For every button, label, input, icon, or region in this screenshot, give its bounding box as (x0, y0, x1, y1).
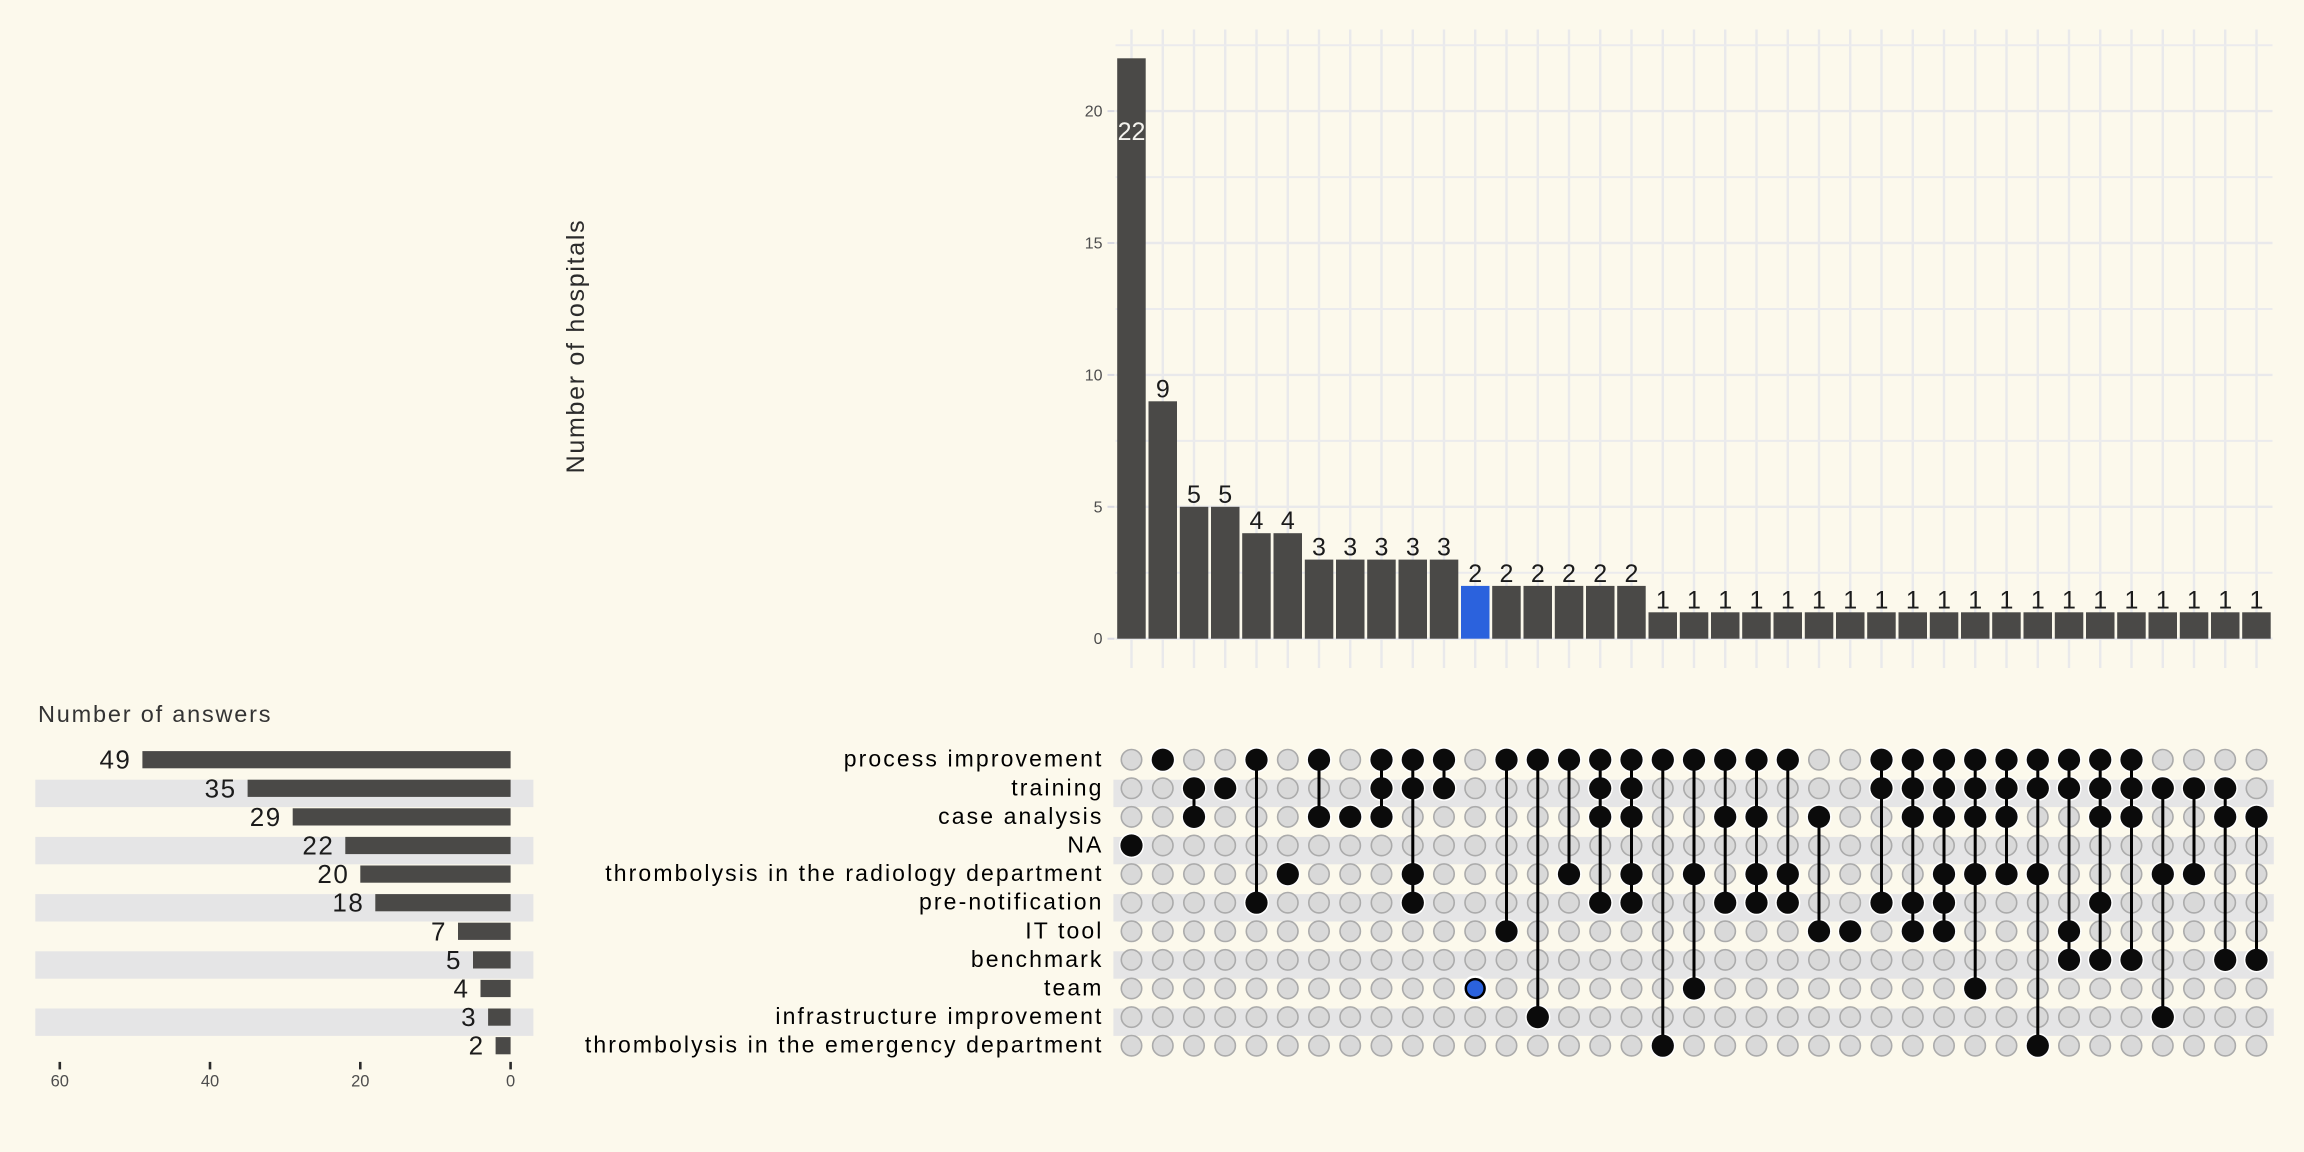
svg-text:Number of hospitals: Number of hospitals (562, 219, 590, 474)
svg-text:pre-notification: pre-notification (919, 889, 1103, 915)
svg-text:3: 3 (1406, 534, 1420, 562)
svg-text:2: 2 (1500, 560, 1514, 588)
svg-text:9: 9 (1156, 375, 1170, 403)
svg-text:35: 35 (205, 773, 237, 803)
svg-text:4: 4 (1250, 507, 1264, 535)
svg-text:3: 3 (461, 1002, 477, 1032)
svg-text:1: 1 (1812, 586, 1826, 614)
svg-text:7: 7 (431, 916, 447, 946)
svg-text:5: 5 (1218, 481, 1232, 509)
svg-text:2: 2 (1468, 560, 1482, 588)
svg-text:10: 10 (1085, 367, 1103, 384)
svg-text:1: 1 (1781, 586, 1795, 614)
svg-text:2: 2 (1531, 560, 1545, 588)
svg-text:1: 1 (1656, 586, 1670, 614)
svg-text:1: 1 (1718, 586, 1732, 614)
svg-text:4: 4 (1281, 507, 1295, 535)
svg-text:40: 40 (201, 1073, 219, 1091)
svg-text:20: 20 (351, 1073, 369, 1091)
svg-text:Number of answers: Number of answers (38, 701, 272, 727)
svg-text:1: 1 (2250, 586, 2264, 614)
svg-text:0: 0 (506, 1073, 515, 1091)
svg-text:1: 1 (1968, 586, 1982, 614)
svg-text:1: 1 (1906, 586, 1920, 614)
svg-text:2: 2 (1562, 560, 1576, 588)
svg-text:20: 20 (1085, 104, 1103, 121)
svg-text:1: 1 (2187, 586, 2201, 614)
svg-text:29: 29 (250, 802, 282, 832)
svg-text:5: 5 (1094, 499, 1103, 516)
svg-text:IT tool: IT tool (1025, 917, 1103, 943)
svg-text:NA: NA (1067, 832, 1103, 858)
svg-text:3: 3 (1437, 534, 1451, 562)
svg-text:3: 3 (1343, 534, 1357, 562)
svg-text:1: 1 (1875, 586, 1889, 614)
svg-text:0: 0 (1094, 631, 1103, 648)
svg-text:team: team (1044, 975, 1104, 1001)
svg-text:2: 2 (1593, 560, 1607, 588)
svg-text:1: 1 (2218, 586, 2232, 614)
svg-text:3: 3 (1312, 534, 1326, 562)
svg-text:training: training (1011, 774, 1103, 800)
svg-text:1: 1 (2000, 586, 2014, 614)
svg-text:3: 3 (1375, 534, 1389, 562)
svg-text:1: 1 (1843, 586, 1857, 614)
svg-text:1: 1 (2156, 586, 2170, 614)
svg-text:5: 5 (446, 945, 462, 975)
svg-text:60: 60 (51, 1073, 69, 1091)
svg-text:15: 15 (1085, 236, 1103, 253)
svg-text:22: 22 (302, 831, 334, 861)
svg-text:5: 5 (1187, 481, 1201, 509)
svg-text:thrombolysis in the emergency: thrombolysis in the emergency department (585, 1032, 1104, 1058)
svg-text:case analysis: case analysis (938, 803, 1103, 829)
svg-text:process improvement: process improvement (844, 746, 1104, 772)
svg-text:18: 18 (332, 888, 364, 918)
svg-text:2: 2 (469, 1031, 485, 1061)
svg-text:benchmark: benchmark (971, 946, 1104, 972)
svg-text:22: 22 (1118, 118, 1146, 146)
svg-text:4: 4 (454, 974, 470, 1004)
svg-text:1: 1 (1750, 586, 1764, 614)
svg-text:1: 1 (1937, 586, 1951, 614)
svg-text:1: 1 (2093, 586, 2107, 614)
svg-text:thrombolysis in the radiology: thrombolysis in the radiology department (605, 860, 1103, 886)
svg-text:1: 1 (2062, 586, 2076, 614)
svg-text:infrastructure improvement: infrastructure improvement (775, 1003, 1103, 1029)
svg-text:2: 2 (1625, 560, 1639, 588)
svg-text:1: 1 (2031, 586, 2045, 614)
svg-text:49: 49 (99, 745, 131, 775)
svg-text:1: 1 (2125, 586, 2139, 614)
svg-text:20: 20 (317, 859, 349, 889)
svg-text:1: 1 (1687, 586, 1701, 614)
